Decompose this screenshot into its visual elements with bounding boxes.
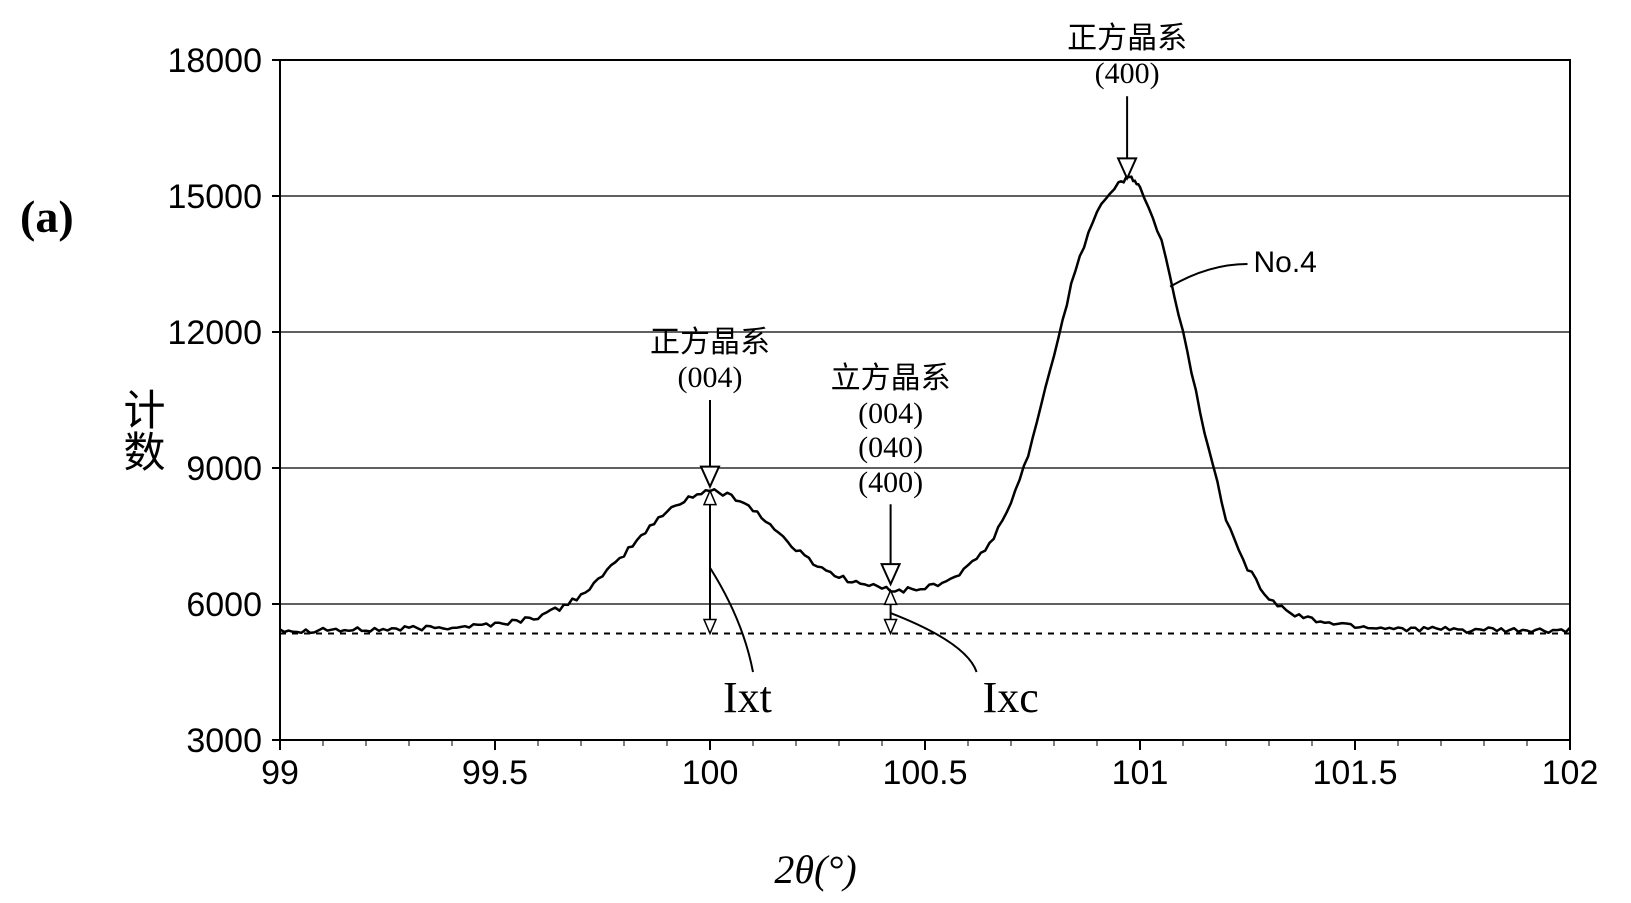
annotation-line: (040) (858, 431, 923, 464)
ixt-label: Ixt (723, 672, 772, 723)
annotation-line: (004) (678, 361, 743, 394)
xaxis-title-text: 2θ(°) (774, 847, 856, 892)
svg-text:12000: 12000 (167, 314, 262, 352)
annotation-line: (400) (858, 466, 923, 499)
annotation-line: 正方晶系 (650, 326, 770, 359)
svg-text:99.5: 99.5 (462, 754, 528, 792)
xaxis-title: 2θ(°) (774, 846, 856, 893)
svg-text:100.5: 100.5 (882, 754, 967, 792)
svg-text:15000: 15000 (167, 178, 262, 216)
annotation-tetragonal-004: 正方晶系 (004) (630, 326, 790, 395)
svg-text:102: 102 (1542, 754, 1599, 792)
svg-text:99: 99 (261, 754, 299, 792)
annotation-line: 立方晶系 (831, 362, 951, 395)
svg-text:100: 100 (682, 754, 739, 792)
annotation-tetragonal-400: 正方晶系 (400) (1047, 22, 1207, 91)
svg-text:101: 101 (1112, 754, 1169, 792)
annotation-line: (004) (858, 397, 923, 430)
svg-text:18000: 18000 (167, 42, 262, 80)
sample-label: No.4 (1254, 246, 1317, 280)
svg-text:3000: 3000 (186, 722, 262, 760)
yaxis-title: 计数 (110, 388, 171, 472)
svg-text:101.5: 101.5 (1312, 754, 1397, 792)
annotation-line: 正方晶系 (1067, 22, 1187, 55)
ixc-label: Ixc (983, 672, 1039, 723)
svg-text:6000: 6000 (186, 586, 262, 624)
annotation-cubic: 立方晶系 (004) (040) (400) (811, 362, 971, 500)
panel-label: (a) (20, 190, 74, 243)
svg-text:9000: 9000 (186, 450, 262, 488)
annotation-line: (400) (1095, 57, 1160, 90)
